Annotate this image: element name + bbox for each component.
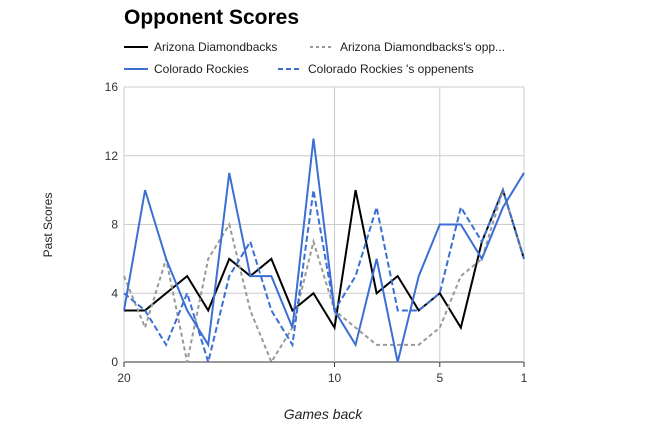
legend-item-colorado[interactable]: Colorado Rockies — [124, 62, 249, 76]
series-line-2[interactable] — [123, 138, 525, 363]
y-tick-label: 12 — [105, 149, 119, 163]
legend-item-arizona[interactable]: Arizona Diamondbacks — [124, 40, 277, 54]
y-axis-label: Past Scores — [41, 192, 55, 258]
legend-label-arizona-opp: Arizona Diamondbacks's opp... — [340, 40, 506, 54]
y-tick-label: 16 — [105, 80, 119, 94]
series-line-1[interactable] — [123, 186, 525, 365]
y-tick-label: 4 — [111, 286, 118, 300]
legend-item-arizona-opp[interactable]: Arizona Diamondbacks's opp... — [310, 40, 505, 54]
x-tick-label: 5 — [436, 371, 443, 385]
series-line-3[interactable] — [123, 187, 525, 366]
legend-swatch-colorado — [124, 68, 148, 70]
y-tick-label: 8 — [111, 218, 118, 232]
x-axis-label: Games back — [283, 406, 363, 422]
legend-swatch-colorado-opp — [278, 68, 302, 70]
legend-item-colorado-opp[interactable]: Colorado Rockies 's oppenents — [278, 62, 474, 76]
legend-label-arizona: Arizona Diamondbacks — [154, 40, 278, 54]
x-tick-label: 20 — [117, 371, 131, 385]
legend-label-colorado-opp: Colorado Rockies 's oppenents — [308, 62, 474, 76]
chart-title: Opponent Scores — [124, 6, 300, 29]
x-tick-label: 1 — [521, 371, 528, 385]
y-tick-label: 0 — [111, 355, 118, 369]
x-tick-label: 10 — [328, 371, 342, 385]
legend-swatch-arizona-opp — [310, 46, 334, 48]
series-line-0[interactable] — [124, 187, 525, 331]
legend-label-colorado: Colorado Rockies — [154, 62, 249, 76]
legend-swatch-arizona — [124, 46, 148, 48]
